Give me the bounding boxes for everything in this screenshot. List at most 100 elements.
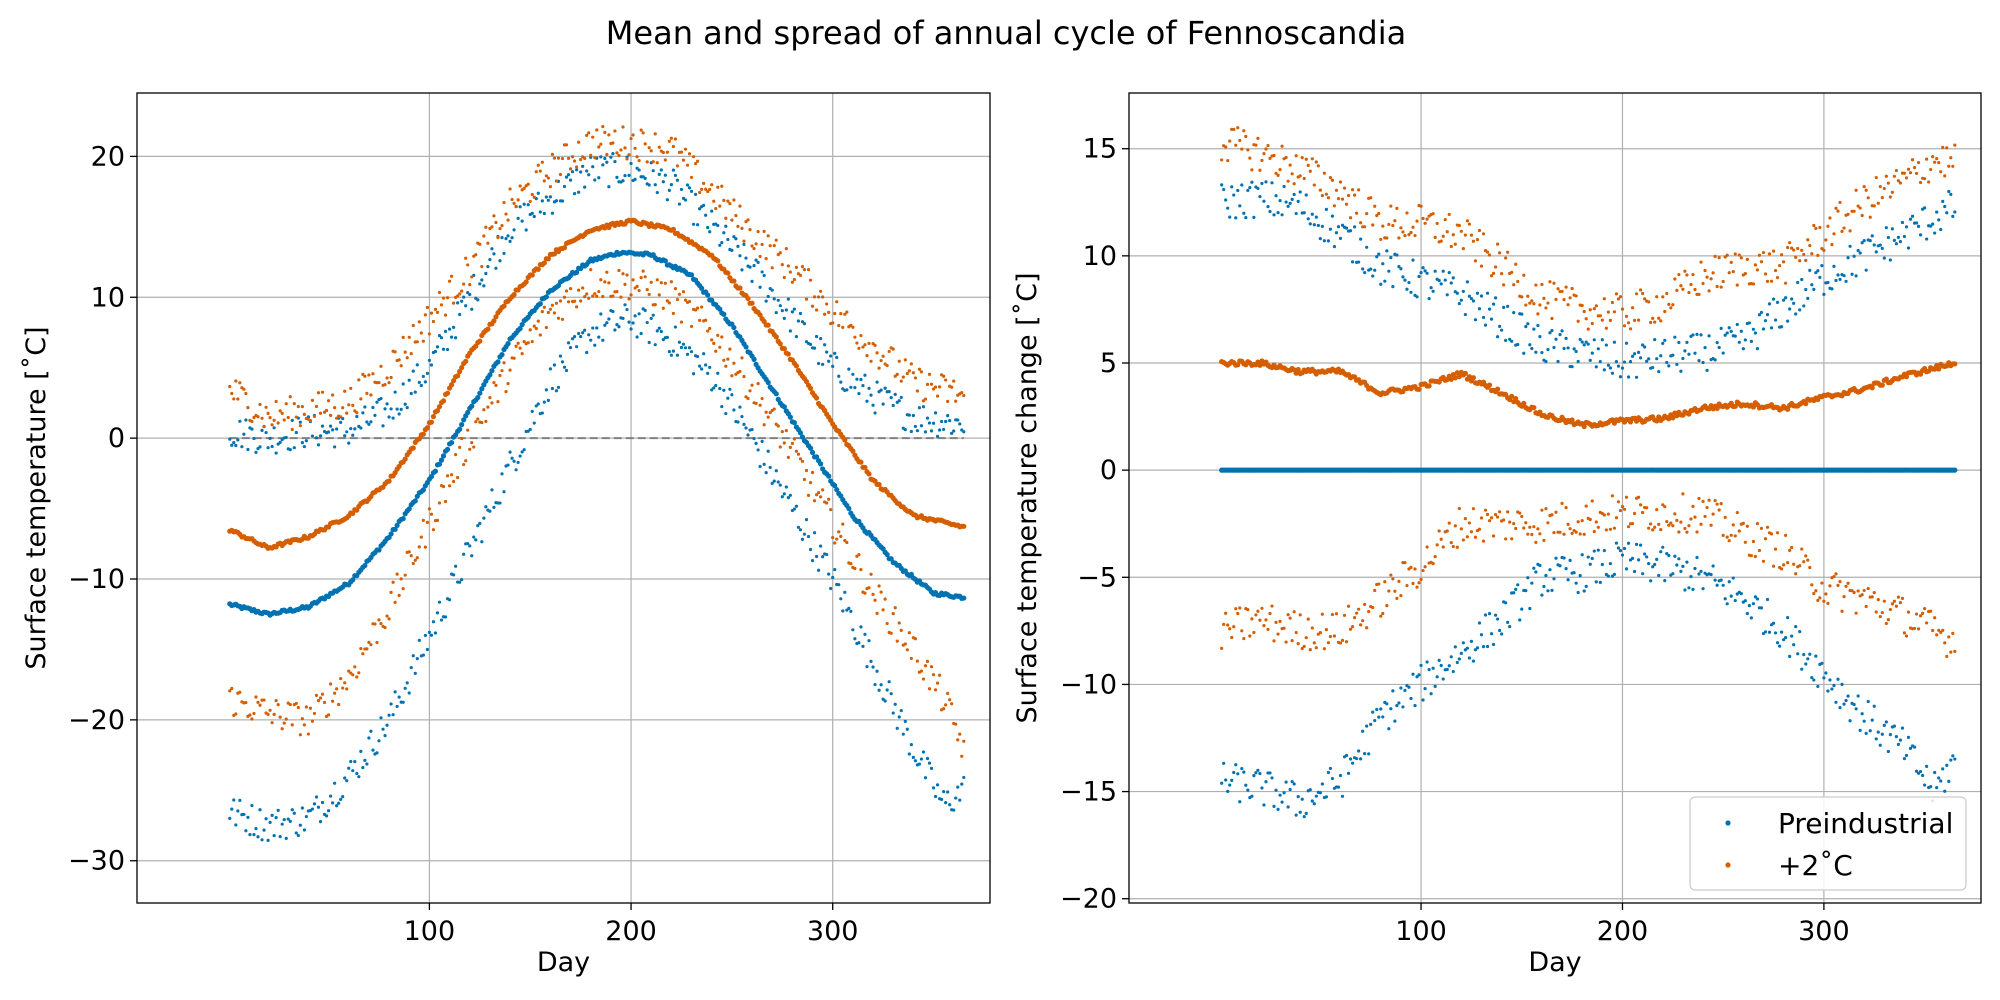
data-point — [1574, 349, 1578, 354]
data-point — [756, 381, 760, 386]
data-point — [1773, 268, 1778, 273]
data-point — [1439, 537, 1443, 541]
data-point — [1322, 647, 1326, 651]
data-point — [601, 338, 605, 342]
data-point — [1532, 566, 1536, 570]
data-point — [1389, 573, 1393, 577]
data-point — [1661, 295, 1665, 299]
data-point — [1536, 312, 1540, 316]
data-point — [724, 216, 728, 220]
data-point — [1266, 143, 1270, 148]
data-point — [810, 559, 815, 563]
data-point — [371, 405, 375, 410]
data-point — [1298, 810, 1302, 814]
data-point — [1270, 181, 1274, 185]
data-point — [1509, 393, 1515, 399]
data-point — [1775, 276, 1780, 280]
data-point — [1409, 230, 1413, 235]
data-point — [812, 295, 817, 299]
data-point — [276, 808, 280, 812]
data-point — [437, 501, 442, 505]
data-point — [1626, 321, 1631, 325]
data-point — [655, 329, 659, 333]
data-point — [1739, 592, 1743, 596]
data-point — [842, 437, 848, 443]
data-point — [274, 816, 278, 820]
data-point — [671, 349, 676, 353]
plot-frame — [1128, 92, 1982, 904]
data-point — [290, 427, 294, 432]
data-point — [1824, 671, 1828, 675]
data-point — [1459, 527, 1463, 531]
data-point — [837, 323, 841, 328]
data-point — [1910, 214, 1915, 218]
data-point — [1673, 335, 1677, 339]
data-point — [845, 310, 849, 314]
data-point — [1439, 239, 1443, 243]
data-point — [1733, 598, 1737, 603]
data-point — [469, 403, 475, 409]
data-point — [405, 356, 409, 360]
data-point — [361, 372, 365, 376]
data-point — [1526, 322, 1530, 326]
data-point — [829, 586, 833, 591]
data-point — [1548, 331, 1552, 335]
data-point — [1707, 334, 1711, 338]
data-point — [875, 669, 879, 673]
data-point — [1743, 599, 1747, 603]
data-point — [802, 532, 807, 536]
data-point — [369, 729, 373, 733]
data-point — [1516, 279, 1520, 284]
data-point — [343, 776, 347, 780]
data-point — [1759, 260, 1764, 264]
data-point — [258, 703, 262, 707]
data-point — [1246, 788, 1250, 792]
data-point — [1685, 340, 1689, 344]
data-point — [758, 403, 762, 407]
data-point — [724, 364, 728, 368]
data-point — [1786, 245, 1790, 250]
data-point — [925, 659, 930, 663]
data-point — [1898, 181, 1903, 185]
data-point — [1935, 786, 1939, 790]
data-point — [228, 816, 232, 820]
data-point — [492, 252, 496, 256]
data-point — [1377, 715, 1381, 719]
data-point — [1304, 811, 1308, 816]
data-point — [897, 359, 901, 363]
data-point — [510, 236, 514, 240]
data-point — [683, 147, 688, 151]
data-point — [897, 399, 901, 403]
data-point — [516, 216, 520, 220]
data-point — [498, 501, 502, 505]
data-point — [1651, 316, 1655, 320]
data-point — [814, 334, 819, 339]
data-point — [1675, 563, 1679, 567]
data-point — [831, 321, 835, 325]
data-point — [546, 198, 550, 202]
data-point — [829, 354, 833, 358]
data-point — [1314, 646, 1318, 650]
data-point — [1510, 339, 1514, 343]
data-point — [1477, 228, 1482, 233]
data-point — [1866, 586, 1870, 591]
data-point — [593, 292, 597, 296]
data-point — [700, 187, 704, 191]
data-point — [726, 357, 730, 361]
data-point — [486, 405, 490, 409]
data-point — [891, 347, 895, 351]
data-point — [282, 418, 286, 422]
data-point — [823, 312, 827, 316]
data-point — [1479, 264, 1484, 268]
data-point — [1552, 345, 1556, 350]
data-point — [738, 405, 742, 409]
data-point — [804, 517, 809, 522]
data-point — [568, 287, 573, 291]
data-point — [284, 836, 288, 840]
data-point — [1320, 612, 1324, 616]
data-point — [1419, 271, 1423, 275]
data-point — [859, 568, 863, 572]
data-point — [512, 459, 516, 463]
data-point — [504, 212, 508, 216]
data-point — [765, 379, 771, 386]
